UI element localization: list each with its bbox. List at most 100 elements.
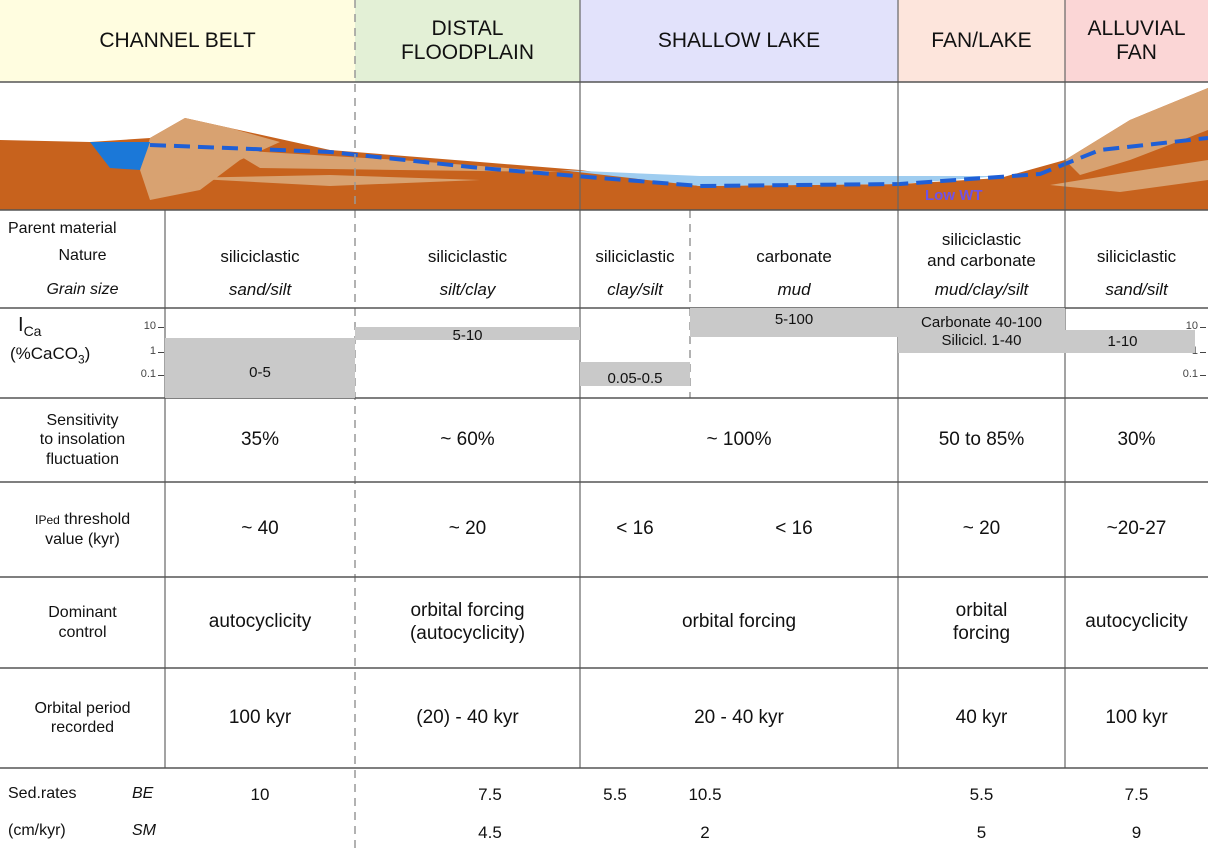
- range-text: 0-5: [249, 364, 271, 381]
- zone-header: CHANNEL BELT: [0, 0, 355, 82]
- be-cell: 7.5: [400, 780, 580, 810]
- nature-text: siliciclastic: [1096, 247, 1177, 267]
- ped-cell: < 16: [690, 482, 898, 577]
- period-cell: 100 kyr: [1065, 668, 1208, 768]
- ped-value: < 16: [775, 518, 813, 540]
- zone-header: ALLUVIAL FAN: [1065, 0, 1208, 82]
- be-cell: 10.5: [650, 780, 760, 810]
- grain-text: silt/clay: [439, 279, 496, 299]
- period-value: 20 - 40 kyr: [694, 706, 784, 728]
- be-value: 10: [250, 784, 270, 804]
- period-value: (20) - 40 kyr: [416, 706, 519, 728]
- lake: [560, 170, 1000, 186]
- range-text: 0.05-0.5: [607, 370, 663, 387]
- period-cell: 100 kyr: [165, 668, 355, 768]
- range-cell: 0-5: [165, 358, 355, 388]
- scale-tick: 0.1: [1182, 368, 1198, 380]
- grain-text: clay/silt: [607, 279, 663, 299]
- nature-cell: siliciclastic and carbonate: [898, 226, 1065, 275]
- grain-cell: silt/clay: [355, 276, 580, 304]
- range-cell: Carbonate 40-100 Silicicl. 1-40: [898, 310, 1065, 354]
- nature-cell: carbonate: [690, 240, 898, 275]
- range-text: 5-10: [452, 327, 483, 344]
- grain-text: mud: [777, 279, 811, 299]
- control-value: orbital forcing: [681, 611, 797, 633]
- be-value: 5.5: [969, 784, 994, 804]
- sand-body: [230, 150, 560, 172]
- control-value: orbital: [955, 599, 1008, 621]
- be-cell: 7.5: [1065, 780, 1208, 810]
- zone-label: SHALLOW LAKE: [657, 28, 821, 52]
- zone-header: FAN/LAKE: [898, 0, 1065, 82]
- grain-label: Grain size: [46, 281, 119, 299]
- range-cell: 1-10: [1065, 330, 1180, 354]
- ped-cell: ~ 20: [355, 482, 580, 577]
- label-line: Dominant: [48, 604, 117, 622]
- unit: (%CaCO: [10, 344, 79, 363]
- nature-text: siliciclastic: [941, 230, 1022, 250]
- zone-bg: [0, 0, 355, 82]
- sm-cell: 9: [1065, 818, 1208, 848]
- sm-value: 5: [976, 822, 987, 842]
- range-text: 5-100: [774, 311, 814, 328]
- zone-label: ALLUVIAL: [1087, 16, 1186, 40]
- row-label: Sensitivity to insolation fluctuation: [0, 398, 165, 482]
- grain-cell: clay/silt: [580, 276, 690, 304]
- zone-header: SHALLOW LAKE: [580, 0, 898, 82]
- ped-value: ~ 40: [241, 518, 279, 540]
- nature-label: Nature: [58, 247, 107, 265]
- zone-bg: [580, 0, 898, 82]
- sensitivity-value: ~ 60%: [440, 428, 495, 450]
- be-value: 5.5: [603, 784, 627, 804]
- be-cell: 5.5: [898, 780, 1065, 810]
- period-value: 100 kyr: [228, 706, 292, 728]
- control-value: orbital forcing: [410, 599, 525, 621]
- nature-text: siliciclastic: [595, 247, 675, 267]
- unit-sub: 3: [78, 352, 85, 367]
- sensitivity-cell: ~ 100%: [580, 398, 898, 482]
- sm-cell: 5: [898, 818, 1065, 848]
- ica-symbol: ICa: [18, 314, 41, 339]
- nature-cell: siliciclastic: [1065, 240, 1208, 275]
- scale-tick: 0.1: [140, 368, 156, 380]
- nature-text: and carbonate: [927, 250, 1036, 270]
- label-rest: threshold: [59, 511, 131, 529]
- label-line: to insolation: [39, 431, 126, 449]
- nature-text: siliciclastic: [220, 247, 300, 267]
- control-value: autocyclicity: [208, 611, 312, 633]
- ped-value: ~ 20: [962, 518, 1001, 540]
- tick-dash: [1200, 352, 1206, 353]
- tick-dash: [1200, 375, 1206, 376]
- sm-value: 4.5: [478, 822, 502, 842]
- nature-cell: siliciclastic: [355, 240, 580, 275]
- range-bar: [355, 327, 580, 340]
- sensitivity-value: 50 to 85%: [938, 428, 1025, 450]
- sm-value: 2: [700, 822, 710, 842]
- range-text: Silicicl. 1-40: [941, 332, 1022, 349]
- be-value: 10.5: [688, 784, 722, 804]
- be-value: 7.5: [478, 784, 502, 804]
- sensitivity-cell: ~ 60%: [355, 398, 580, 482]
- range-cell: 5-10: [355, 327, 580, 345]
- sand-body: [180, 175, 480, 186]
- period-cell: 40 kyr: [898, 668, 1065, 768]
- grain-cell: mud: [690, 276, 898, 304]
- water-table: [149, 136, 1208, 189]
- be-cell: 10: [165, 780, 355, 810]
- row-label: Dominant control: [0, 577, 165, 668]
- row-sublabel: Nature: [0, 240, 165, 272]
- period-cell: 20 - 40 kyr: [580, 668, 898, 768]
- grain-cell: sand/silt: [165, 276, 355, 304]
- zone-label: FLOODPLAIN: [400, 41, 535, 64]
- nature-text: siliciclastic: [427, 247, 508, 267]
- period-value: 100 kyr: [1105, 706, 1168, 728]
- range-bar: [165, 338, 355, 398]
- zone-header: DISTAL FLOODPLAIN: [355, 0, 580, 82]
- zone-bg: [1065, 0, 1208, 82]
- ped-cell: ~ 40: [165, 482, 355, 577]
- row-label: Sed.rates: [8, 785, 77, 802]
- water-table-label: Low WT: [925, 187, 982, 204]
- symbol-sub: Ca: [23, 323, 42, 339]
